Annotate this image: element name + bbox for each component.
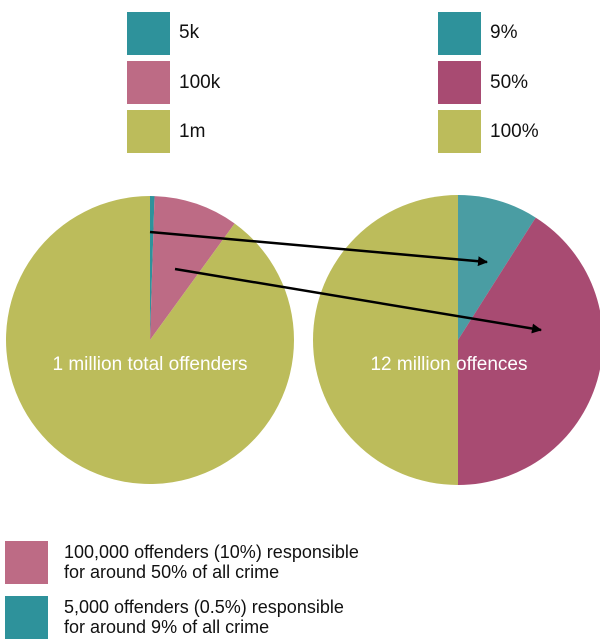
pie-offences [313, 195, 600, 485]
pie-0-slice-2 [6, 196, 295, 484]
legend-label-100k: 100k [179, 72, 221, 93]
note-swatch-100k [5, 541, 48, 584]
arrow-5k-to-9pct [149, 230, 488, 267]
legend-label-1m: 1m [179, 121, 206, 142]
note-100k-line2: for around 50% of all crime [64, 562, 280, 582]
note-100k-line1: 100,000 offenders (10%) responsible [64, 542, 359, 562]
note-5k-line1: 5,000 offenders (0.5%) responsible [64, 597, 344, 617]
note-text-100k: 100,000 offenders (10%) responsible for … [64, 542, 359, 582]
pie-1-slice-1 [458, 217, 600, 485]
arrow-100k-to-50pct [174, 267, 542, 334]
legend-swatch-100k [127, 61, 170, 104]
legend-swatch-1m [127, 110, 170, 153]
legend-swatch-50pct [438, 61, 481, 104]
legend-swatch-9pct [438, 12, 481, 55]
legend-label-5k: 5k [179, 22, 200, 43]
pie-1-slice-0 [458, 195, 536, 340]
legend-swatch-5k [127, 12, 170, 55]
pie-label-offenders: 1 million total offenders [52, 354, 247, 375]
pie-offenders [6, 196, 295, 484]
legend-label-9pct: 9% [490, 22, 518, 43]
pie-0-slice-1 [150, 196, 235, 340]
pie-label-offences: 12 million offences [370, 354, 527, 375]
note-swatch-5k [5, 596, 48, 639]
legend-label-50pct: 50% [490, 72, 529, 93]
note-5k-line2: for around 9% of all crime [64, 617, 270, 637]
pie-charts: 1 million total offenders 12 million off… [6, 195, 600, 485]
legend-swatch-100pct [438, 110, 481, 153]
note-text-5k: 5,000 offenders (0.5%) responsible for a… [64, 597, 344, 637]
legend-label-100pct: 100% [490, 121, 539, 142]
pie-1-slice-2 [313, 195, 458, 485]
